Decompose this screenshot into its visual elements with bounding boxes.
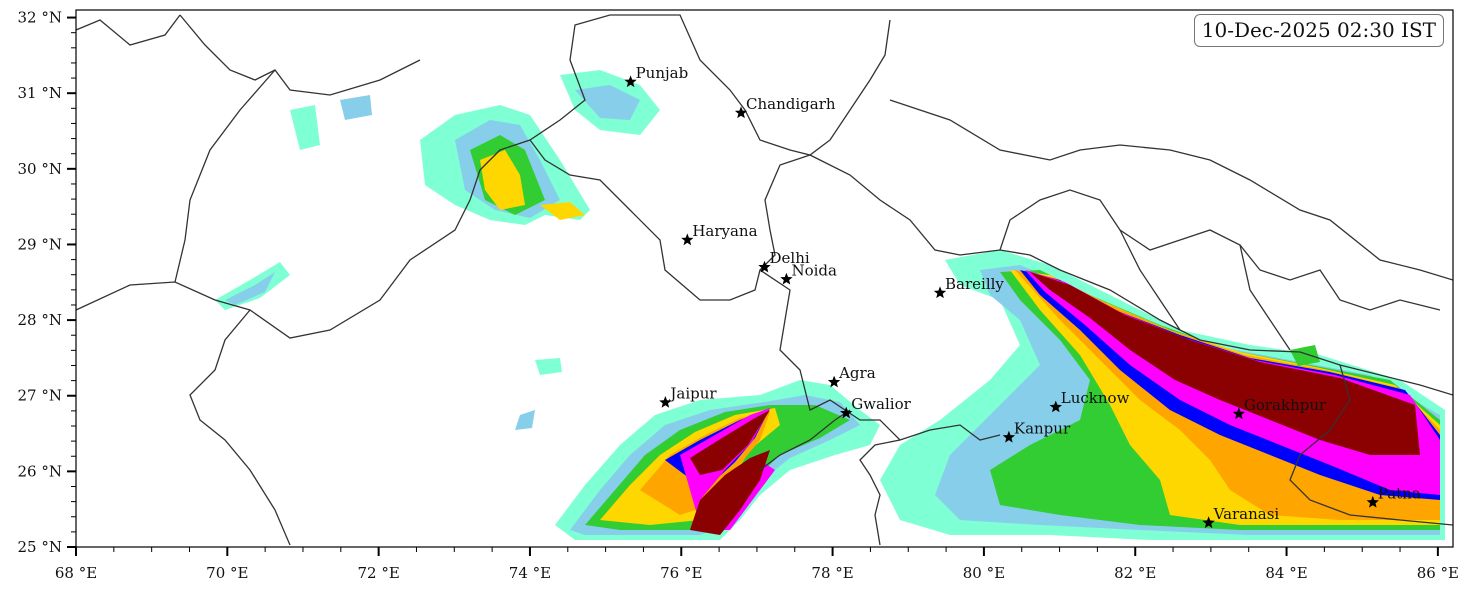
city-label: Patna	[1378, 484, 1421, 502]
rain-cell	[1030, 272, 1420, 455]
city-label: Noida	[791, 261, 837, 279]
rain-cell	[575, 85, 640, 120]
lat-tick-label: 25 °N	[18, 538, 62, 556]
city-star-marker	[840, 406, 853, 419]
lon-tick-label: 78 °E	[811, 564, 853, 582]
lon-tick-label: 70 °E	[206, 564, 248, 582]
boundary-line	[189, 309, 291, 546]
rain-cell	[1290, 345, 1320, 366]
timestamp-label: 10-Dec-2025 02:30 IST	[1193, 14, 1444, 47]
city-star-marker	[1002, 430, 1016, 443]
boundary-line	[999, 189, 1441, 311]
city-star-marker	[1049, 400, 1062, 413]
boundary-line	[859, 439, 901, 546]
boundary-lines	[76, 14, 1453, 546]
rain-cell	[535, 358, 562, 375]
lon-tick-label: 80 °E	[963, 564, 1005, 582]
lon-tick-label: 76 °E	[660, 564, 702, 582]
city-label: Bareilly	[945, 275, 1004, 293]
city-star-marker	[624, 75, 637, 88]
boundary-line	[1289, 364, 1453, 526]
city-label: Haryana	[692, 222, 757, 240]
boundary-line	[1239, 244, 1291, 351]
rain-cell	[480, 150, 525, 210]
latitude-labels: 25 °N 26 °N 27 °N 28 °N 29 °N 30 °N 31 °N 32 °N	[18, 9, 62, 556]
lon-tick-label: 82 °E	[1114, 564, 1156, 582]
lat-tick-label: 26 °N	[18, 462, 62, 480]
lon-tick-label: 84 °E	[1265, 564, 1307, 582]
city-star-marker	[681, 233, 694, 246]
city-star-marker	[933, 286, 947, 299]
lon-tick-label: 74 °E	[509, 564, 551, 582]
boundary-line	[759, 269, 1001, 441]
city-label: Varanasi	[1213, 505, 1280, 523]
city-label: Agra	[838, 364, 876, 382]
boundary-line	[1119, 229, 1181, 331]
rain-cell	[340, 95, 372, 120]
boundary-line	[76, 14, 181, 46]
city-label: Chandigarh	[746, 95, 836, 113]
city-label: Jaipur	[668, 385, 717, 403]
boundary-line	[759, 409, 851, 471]
map-frame	[75, 9, 1454, 548]
city-star-marker	[1202, 516, 1215, 529]
lon-tick-label: 72 °E	[357, 564, 399, 582]
rain-cell	[225, 272, 275, 305]
lat-tick-label: 31 °N	[18, 84, 62, 102]
rain-cell	[540, 202, 585, 220]
city-label: Delhi	[770, 249, 810, 267]
city-star-marker	[659, 396, 672, 408]
lon-tick-label: 86 °E	[1417, 564, 1459, 582]
lat-tick-label: 27 °N	[18, 387, 62, 405]
boundary-line	[529, 139, 811, 301]
longitude-labels: 68 °E 70 °E 72 °E 74 °E 76 °E 78 °E 80 °E 82 °E…	[55, 564, 1459, 582]
lat-tick-label: 28 °N	[18, 311, 62, 329]
boundary-line	[809, 154, 1453, 396]
city-star-marker	[734, 106, 748, 119]
city-star-marker	[758, 260, 771, 273]
city-label: Punjab	[636, 64, 689, 82]
boundary-line	[179, 14, 421, 96]
rain-cell	[515, 410, 535, 430]
lon-tick-label: 68 °E	[55, 564, 97, 582]
city-label: Gorakhpur	[1244, 396, 1327, 414]
precipitation-layer	[215, 70, 1445, 540]
rain-cell	[690, 450, 770, 535]
rain-cell	[290, 105, 320, 150]
city-label: Lucknow	[1061, 389, 1130, 407]
lat-tick-label: 30 °N	[18, 160, 62, 178]
rain-cell	[690, 410, 770, 475]
city-label: Gwalior	[851, 395, 911, 413]
city-star-marker	[827, 375, 841, 388]
boundary-line	[829, 19, 891, 141]
lat-tick-label: 29 °N	[18, 235, 62, 253]
city-star-marker	[1232, 407, 1246, 420]
axis-ticks	[67, 16, 1439, 556]
city-star-marker	[780, 272, 793, 285]
city-star-marker	[1366, 495, 1379, 508]
boundary-line	[889, 99, 1453, 281]
boundary-line	[174, 69, 276, 283]
city-label: Kanpur	[1014, 419, 1071, 437]
lat-tick-label: 32 °N	[18, 9, 62, 27]
